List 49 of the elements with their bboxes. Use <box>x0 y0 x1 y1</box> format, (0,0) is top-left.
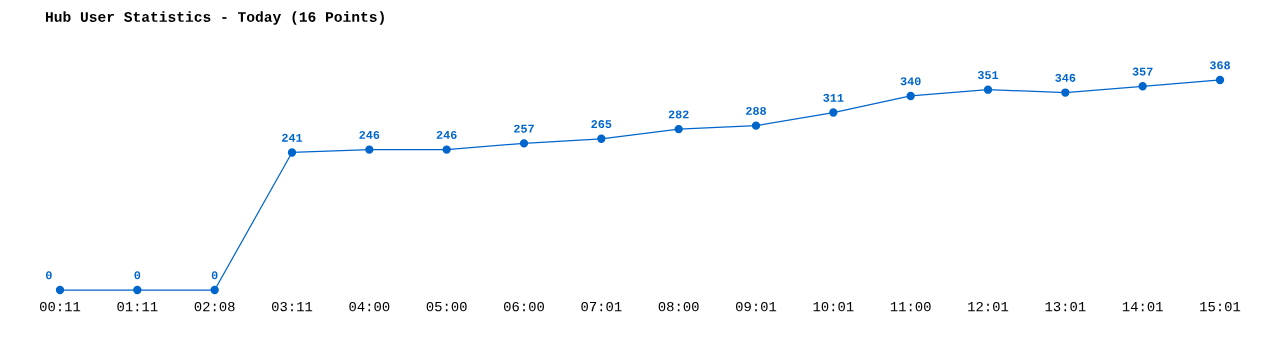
x-tick-label: 05:00 <box>426 301 467 312</box>
data-label: 357 <box>1132 67 1153 76</box>
point <box>674 124 683 134</box>
data-label: 0 <box>46 271 52 280</box>
x-tick-label: 06:00 <box>504 301 544 312</box>
point <box>442 145 451 154</box>
point <box>1138 82 1147 91</box>
point <box>519 139 529 148</box>
x-tick-label: 08:00 <box>658 301 699 312</box>
data-label: 246 <box>359 130 380 139</box>
point <box>983 85 993 94</box>
point <box>287 148 297 157</box>
data-label: 351 <box>977 71 999 80</box>
x-tick-label: 10:01 <box>813 301 854 312</box>
data-label: 265 <box>591 120 612 129</box>
x-tick-label: 01:11 <box>117 301 158 312</box>
x-tick-label: 04:00 <box>349 301 390 312</box>
x-tick-label: 11:00 <box>890 301 931 312</box>
x-tick-label: 02:08 <box>194 301 235 312</box>
x-tick-label: 03:11 <box>272 301 313 312</box>
data-label: 340 <box>900 77 921 86</box>
point <box>55 285 65 295</box>
chart-title: Hub User Statistics - Today (16 Points) <box>45 11 384 25</box>
point <box>133 285 142 295</box>
data-label: 0 <box>211 271 218 280</box>
point <box>597 134 606 143</box>
point <box>751 121 761 130</box>
x-tick-label: 12:01 <box>968 301 1009 312</box>
data-label: 311 <box>823 93 844 102</box>
x-tick-label: 13:01 <box>1045 301 1086 312</box>
data-label: 346 <box>1055 73 1076 82</box>
x-tick-label: 00:11 <box>40 301 81 312</box>
data-label: 246 <box>436 130 457 139</box>
data-label: 0 <box>134 271 141 280</box>
data-label: 368 <box>1209 61 1230 70</box>
point <box>210 285 219 295</box>
point <box>829 108 838 117</box>
x-tick-label: 14:01 <box>1122 301 1163 312</box>
data-label: 288 <box>746 106 766 115</box>
x-tick-label: 09:01 <box>736 301 777 312</box>
point <box>1215 75 1225 85</box>
point <box>906 91 915 101</box>
data-label: 241 <box>282 133 303 142</box>
point <box>365 145 374 154</box>
data-label: 257 <box>514 124 534 133</box>
data-label: 282 <box>668 110 689 119</box>
x-tick-label: 07:01 <box>581 301 622 312</box>
point <box>1061 88 1070 97</box>
x-tick-label: 15:01 <box>1200 301 1241 312</box>
